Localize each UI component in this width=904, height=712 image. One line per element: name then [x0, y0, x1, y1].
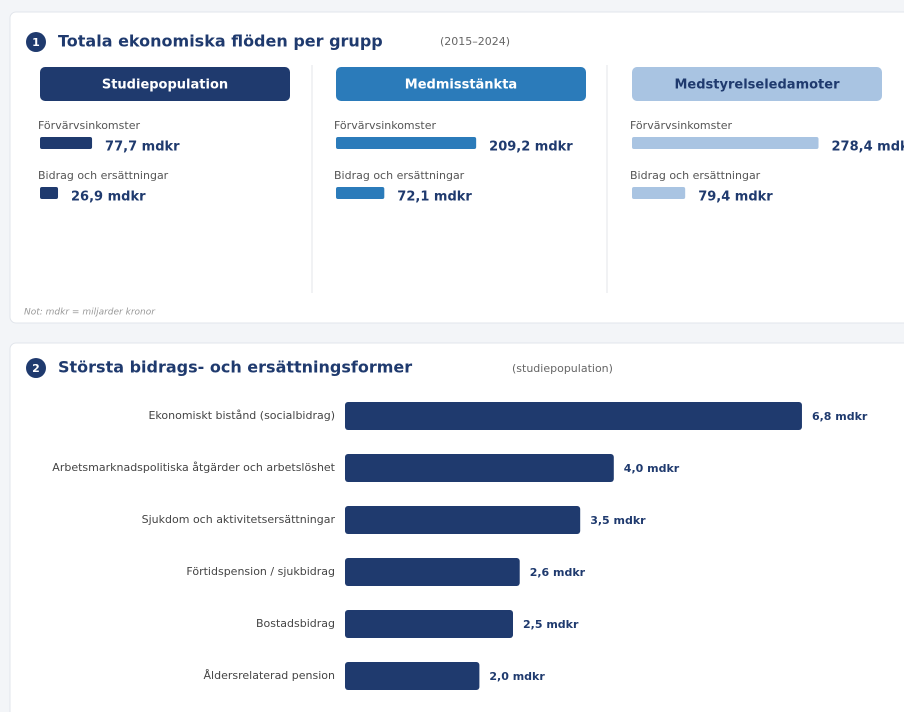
- group-header: [632, 67, 882, 101]
- bar: [345, 454, 614, 482]
- group-name: Medstyrelseledamoter: [675, 78, 841, 93]
- bar: [345, 402, 802, 430]
- value-label: 6,8 mdkr: [812, 410, 868, 423]
- badge-number: 1: [32, 36, 40, 49]
- bar: [336, 137, 477, 149]
- panel-subtitle: (2015–2024): [440, 35, 510, 48]
- badge-number: 2: [32, 362, 40, 375]
- panel-title: Totala ekonomiska flöden per grupp: [58, 32, 383, 51]
- value-label: 278,4 mdkr: [832, 140, 904, 155]
- bar: [632, 187, 686, 199]
- series-label: Bidrag och ersättningar: [334, 169, 465, 182]
- panel-title: Största bidrags- och ersättningsformer: [58, 358, 412, 377]
- value-label: 26,9 mdkr: [71, 190, 146, 205]
- category-label: Sjukdom och aktivitetsersättningar: [142, 513, 336, 526]
- value-label: 3,5 mdkr: [590, 514, 646, 527]
- panel: [9, 11, 904, 324]
- series-label: Bidrag och ersättningar: [38, 169, 169, 182]
- value-label: 2,6 mdkr: [530, 566, 586, 579]
- series-label: Bidrag och ersättningar: [630, 169, 761, 182]
- note: Not: mdkr = miljarder kronor: [24, 308, 156, 318]
- category-label: Ekonomiskt bistånd (socialbidrag): [148, 409, 335, 422]
- bar: [345, 506, 581, 534]
- value-label: 4,0 mdkr: [624, 462, 680, 475]
- value-label: 79,4 mdkr: [698, 190, 773, 205]
- badge: [26, 358, 46, 378]
- bar: [40, 187, 59, 199]
- category-label: Arbetsmarknadspolitiska åtgärder och arb…: [52, 461, 335, 474]
- group-name: Studiepopulation: [102, 78, 228, 93]
- bar: [345, 610, 513, 638]
- value-label: 2,0 mdkr: [489, 670, 545, 683]
- series-label: Förvärvsinkomster: [630, 119, 732, 132]
- group-name: Medmisstänkta: [405, 78, 517, 93]
- value-label: 209,2 mdkr: [489, 140, 573, 155]
- value-label: 72,1 mdkr: [397, 190, 472, 205]
- bar: [345, 662, 480, 690]
- bar: [632, 137, 819, 149]
- category-label: Bostadsbidrag: [256, 617, 335, 630]
- group-header: [336, 67, 586, 101]
- series-label: Förvärvsinkomster: [334, 119, 436, 132]
- panel-subtitle: (studiepopulation): [512, 362, 613, 375]
- badge: [26, 32, 46, 52]
- bar: [336, 187, 385, 199]
- category-label: Åldersrelaterad pension: [204, 669, 335, 682]
- value-label: 2,5 mdkr: [523, 618, 579, 631]
- bar: [345, 558, 520, 586]
- series-label: Förvärvsinkomster: [38, 119, 140, 132]
- group-header: [40, 67, 290, 101]
- category-label: Förtidspension / sjukbidrag: [186, 565, 335, 578]
- value-label: 77,7 mdkr: [105, 140, 180, 155]
- bar: [40, 137, 93, 149]
